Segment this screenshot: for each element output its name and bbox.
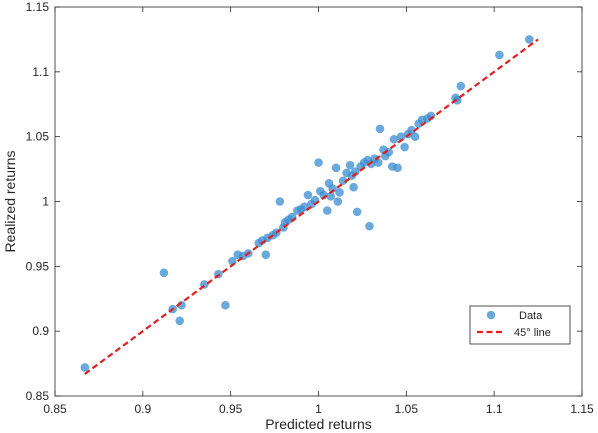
x-tick-label: 0.9 xyxy=(134,402,151,416)
legend-label-data: Data xyxy=(519,310,543,322)
data-point xyxy=(303,190,313,200)
x-tick-label: 0.85 xyxy=(43,402,67,416)
data-point xyxy=(365,221,374,231)
data-point xyxy=(393,163,402,173)
data-point xyxy=(373,158,383,167)
data-point xyxy=(345,160,355,170)
y-tick-label: 0.9 xyxy=(32,324,49,338)
data-point xyxy=(314,158,323,167)
axes-layer: 0.85 0.9 0.95 1 1.05 1.1 1.15 0.85 0.9 0.95 1 1.05 1… xyxy=(26,0,594,416)
legend-marker-data xyxy=(486,310,496,320)
data-point xyxy=(396,132,406,141)
legend-box xyxy=(469,305,571,345)
reference-line-45 xyxy=(84,38,539,375)
data-point xyxy=(261,250,271,259)
y-tick-label: 0.85 xyxy=(26,389,50,403)
data-layer xyxy=(80,35,539,375)
legend: Data 45° line xyxy=(469,305,571,345)
x-tick-label: 1.05 xyxy=(395,402,419,416)
data-point xyxy=(221,300,230,310)
y-tick-label: 1 xyxy=(42,195,49,209)
data-point xyxy=(333,197,343,206)
data-point xyxy=(300,202,309,211)
y-tick-label: 1.1 xyxy=(32,65,49,79)
data-point xyxy=(389,134,399,144)
data-point xyxy=(352,207,362,217)
data-point xyxy=(175,316,185,326)
data-point xyxy=(159,268,169,278)
y-tick-label: 1.05 xyxy=(26,130,50,144)
data-point xyxy=(452,96,462,105)
data-point xyxy=(322,206,332,215)
x-axis-title: Predicted returns xyxy=(265,416,372,432)
y-axis-title: Realized returns xyxy=(2,151,18,253)
data-point xyxy=(525,35,534,44)
data-point xyxy=(407,125,416,135)
data-point xyxy=(375,124,385,134)
data-point xyxy=(331,163,341,173)
data-point xyxy=(335,188,344,197)
legend-label-45-line: 45° line xyxy=(514,327,551,339)
x-tick-label: 1.15 xyxy=(570,402,594,416)
data-point xyxy=(410,132,420,141)
data-point xyxy=(326,192,336,201)
x-tick-label: 1.1 xyxy=(486,402,503,416)
data-point xyxy=(456,81,466,91)
data-point xyxy=(400,142,409,152)
y-tick-label: 1.15 xyxy=(26,0,50,14)
data-point xyxy=(80,363,90,372)
data-point xyxy=(338,176,348,186)
data-point xyxy=(495,50,504,60)
data-point xyxy=(275,197,285,206)
x-tick-label: 0.95 xyxy=(219,402,243,416)
data-point xyxy=(349,182,358,192)
x-tick-label: 1 xyxy=(315,402,322,416)
y-tick-label: 0.95 xyxy=(26,259,50,273)
